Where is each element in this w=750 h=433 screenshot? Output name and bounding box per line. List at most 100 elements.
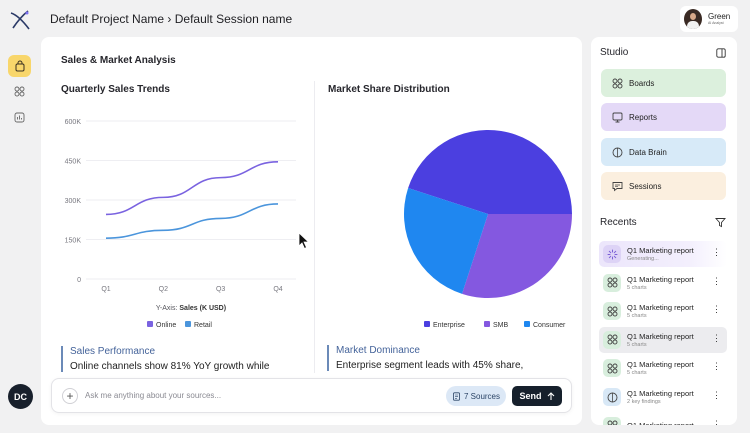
user-avatar <box>684 9 702 29</box>
y-tick-label: 450K <box>65 159 82 166</box>
account-avatar[interactable]: DC <box>8 384 33 409</box>
user-name: Green <box>708 12 731 21</box>
recent-item-title: Q1 Marketing report <box>627 246 694 255</box>
more-options-icon[interactable]: ⋮ <box>712 332 721 343</box>
insight-sales-performance: Sales Performance Online channels show 8… <box>61 346 269 372</box>
studio-title: Studio <box>600 47 629 58</box>
more-options-icon[interactable]: ⋮ <box>712 275 721 286</box>
rail-chart-button[interactable] <box>8 106 31 128</box>
studio-item-label: Sessions <box>629 181 662 191</box>
brain-icon <box>611 146 623 158</box>
pie-slice-smb <box>462 214 572 298</box>
document-icon <box>453 391 460 401</box>
legend-label: Consumer <box>533 322 566 329</box>
recent-item[interactable]: Q1 Marketing report 5 charts ⋮ <box>599 355 727 381</box>
chat-composer: + Ask me anything about your sources... … <box>51 378 572 413</box>
user-profile[interactable]: Green AI Analyst <box>680 6 738 32</box>
more-options-icon[interactable]: ⋮ <box>712 418 721 425</box>
report-icon <box>611 111 623 123</box>
studio-item-reports[interactable]: Reports <box>601 103 726 131</box>
mouse-cursor-icon <box>298 232 310 250</box>
grid-icon <box>603 330 621 349</box>
studio-item-label: Reports <box>629 112 658 122</box>
legend-label: SMB <box>493 322 509 329</box>
recent-item-title: Q1 Marketing report <box>627 389 694 398</box>
legend-label: Retail <box>194 322 212 329</box>
recent-item[interactable]: Q1 Marketing report ⋮ <box>599 413 727 425</box>
rail-bag-button[interactable] <box>8 55 31 77</box>
arrow-up-icon <box>547 391 554 400</box>
breadcrumb-project[interactable]: Default Project Name <box>50 12 165 26</box>
plus-icon: + <box>66 389 74 403</box>
recent-item-title: Q1 Marketing report <box>627 421 694 425</box>
y-tick-label: 0 <box>77 277 81 284</box>
grid-icon <box>14 86 25 96</box>
page-title: Sales & Market Analysis <box>61 55 176 66</box>
recent-item[interactable]: Q1 Marketing report 2 key findings ⋮ <box>599 384 727 410</box>
grid-icon <box>611 77 623 89</box>
chart-icon <box>14 112 25 122</box>
filter-icon[interactable] <box>715 217 726 228</box>
legend-swatch <box>484 321 490 327</box>
breadcrumb-session[interactable]: Default Session name <box>174 12 293 26</box>
recent-item-subtitle: Generating... <box>627 256 659 262</box>
send-button[interactable]: Send <box>512 386 562 406</box>
studio-item-sessions[interactable]: Sessions <box>601 172 726 200</box>
studio-item-data-brain[interactable]: Data Brain <box>601 138 726 166</box>
insight-market-dominance: Market Dominance Enterprise segment lead… <box>327 345 523 371</box>
legend-swatch <box>147 321 153 327</box>
insight-heading: Market Dominance <box>336 345 420 356</box>
left-rail: DC <box>0 36 40 433</box>
legend-label: Online <box>156 322 176 329</box>
more-options-icon[interactable]: ⋮ <box>712 390 721 400</box>
recent-item-subtitle: 5 charts <box>627 284 647 291</box>
legend-swatch <box>524 321 530 327</box>
y-axis-prefix: Y-Axis: <box>156 305 178 312</box>
x-tick-label: Q1 <box>101 286 110 293</box>
recent-item[interactable]: Q1 Marketing report 5 charts ⋮ <box>599 270 727 296</box>
more-options-icon[interactable]: ⋮ <box>712 361 721 372</box>
chat-input[interactable]: Ask me anything about your sources... <box>85 391 222 400</box>
recent-item[interactable]: Q1 Marketing report 5 charts ⋮ <box>599 298 727 324</box>
insight-body: Enterprise segment leads with 45% share, <box>336 360 524 371</box>
sidebar-toggle-icon[interactable] <box>716 48 726 58</box>
rail-grid-button[interactable] <box>8 80 31 102</box>
recent-item-title: Q1 Marketing report <box>627 331 694 341</box>
y-axis-caption: Y-Axis: Sales (K USD) <box>156 305 226 312</box>
breadcrumb-separator: › <box>167 12 172 26</box>
recent-item-title: Q1 Marketing report <box>627 360 694 370</box>
grid-icon <box>603 273 621 292</box>
recent-item-subtitle: 5 charts <box>627 341 647 348</box>
recent-item[interactable]: Q1 Marketing report 5 charts ⋮ <box>599 326 727 353</box>
recent-item-subtitle: 5 charts <box>627 313 647 320</box>
recents-title: Recents <box>600 217 637 228</box>
x-tick-label: Q4 <box>273 286 282 293</box>
recent-item[interactable]: Q1 Marketing report Generating... ⋮ <box>599 241 727 267</box>
x-tick-label: Q3 <box>216 286 225 293</box>
sources-button[interactable]: 7 Sources <box>446 386 506 406</box>
spinner-icon <box>603 245 621 263</box>
series-line-retail <box>105 203 279 239</box>
studio-item-label: Boards <box>629 78 655 88</box>
bag-icon <box>15 60 24 72</box>
sources-label: 7 Sources <box>463 391 501 401</box>
legend-label: Enterprise <box>433 322 465 329</box>
brain-icon <box>603 388 621 406</box>
recent-item-title: Q1 Marketing report <box>627 274 694 284</box>
line-chart: 0 150K 300K 450K 600K Q1 Q2 Q3 Q4 Y-Axis: Sales (… <box>65 119 296 329</box>
studio-item-boards[interactable]: Boards <box>601 69 726 97</box>
add-attachment-button[interactable]: + <box>62 388 78 404</box>
more-options-icon[interactable]: ⋮ <box>712 247 721 257</box>
pie-slice-consumer <box>404 188 488 294</box>
more-options-icon[interactable]: ⋮ <box>712 304 721 315</box>
series-line-online <box>105 161 279 216</box>
send-label: Send <box>519 391 542 401</box>
line-chart-title: Quarterly Sales Trends <box>61 84 170 95</box>
x-tick-label: Q2 <box>159 286 168 293</box>
pie-chart: Enterprise SMB Consumer <box>404 130 572 329</box>
grid-icon <box>603 302 621 321</box>
app-logo[interactable] <box>9 9 31 31</box>
legend-swatch <box>424 321 430 327</box>
user-role: AI Analyst <box>708 21 724 25</box>
y-tick-label: 300K <box>65 198 82 205</box>
